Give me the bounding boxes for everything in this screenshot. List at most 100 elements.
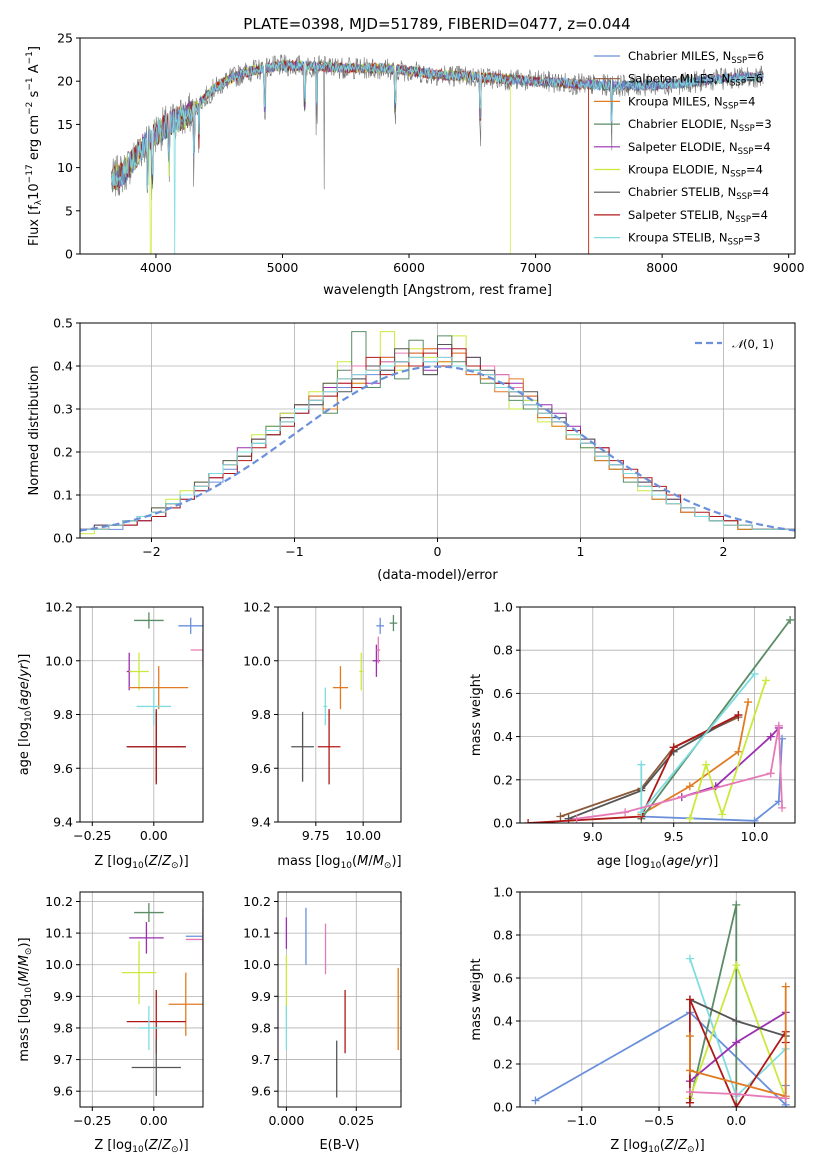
y-tick-label: 9.7	[251, 1052, 271, 1067]
x-tick-label: 0	[434, 544, 442, 559]
axes-frame	[519, 606, 796, 824]
errorbar-chabrier_elodie	[134, 903, 164, 923]
panel-residuals: −2 −1 0 1 2 0.0 0.1 0.2 0.3 0.4 0.5 𝒩(0, 1) (data-mo…	[27, 316, 796, 583]
errorbar-chabrier_stelib	[131, 1039, 181, 1096]
y-tick-label: 9.9	[53, 989, 73, 1004]
legend-label-kroupa_miles: Kroupa MILES, NSSP=4	[628, 94, 755, 111]
y-tick-label: 10.0	[45, 653, 73, 668]
weight-marker	[732, 961, 741, 970]
histogram-chabrier_stelib	[80, 344, 795, 530]
plot-area	[285, 907, 399, 1098]
weight-series-chabrier_miles	[531, 1008, 790, 1107]
weight-marker	[732, 1038, 741, 1047]
errorbar-chabrier_elodie	[389, 615, 398, 632]
x-axis-label: Z [log10(Z/Z⊙)]	[610, 1138, 704, 1155]
errorbar-salpeter_stelib	[126, 709, 186, 785]
errorbar-chabrier_miles	[185, 907, 203, 965]
y-tick-label: 0.2	[493, 1057, 513, 1072]
weight-marker	[669, 743, 678, 752]
x-tick-label: −0.25	[73, 828, 111, 843]
y-tick-label: 0.4	[493, 1014, 513, 1029]
y-tick-label: 0.8	[493, 928, 513, 943]
x-tick-label: 0.00	[140, 1113, 168, 1128]
legend-label-chabrier_miles: Chabrier MILES, NSSP=6	[628, 49, 764, 66]
x-axis-label: E(B-V)	[319, 1138, 359, 1153]
model-spectrum-kroupa_miles	[111, 60, 590, 254]
weight-series-salpeter_stelib	[524, 711, 743, 823]
plot-area	[121, 903, 203, 1096]
figure-title: PLATE=0398, MJD=51789, FIBERID=0477, z=0…	[243, 15, 630, 33]
model-spectrum-salpeter_stelib	[111, 59, 590, 254]
x-tick-label: 5000	[267, 260, 299, 275]
panels: 4000 5000 6000 7000 8000 90000510152025Chabri…	[17, 31, 805, 1156]
weight-marker	[774, 721, 783, 730]
legend-label-salpeter_stelib: Salpeter STELIB, NSSP=4	[628, 208, 768, 225]
y-tick-label: 0.4	[53, 359, 73, 374]
x-tick-label: 9.75	[302, 828, 330, 843]
x-tick-label: 10.0	[741, 829, 769, 844]
legend-label-salpeter_elodie: Salpeter ELODIE, NSSP=4	[628, 140, 771, 157]
weight-marker	[621, 808, 630, 817]
errorbar-kroupa_miles	[332, 666, 349, 710]
weight-line	[528, 714, 739, 823]
weight-marker	[766, 732, 775, 741]
weight-marker	[732, 1017, 741, 1025]
x-tick-label: −0.25	[73, 1113, 111, 1128]
weight-marker	[702, 760, 711, 769]
weight-line	[576, 725, 783, 820]
plot-area	[111, 54, 764, 254]
panel-age_vs_z: −0.25 0.00 9.4 9.6 9.8 10.0 10.2 Z [log10(Z/Z⊙)…	[17, 600, 204, 871]
y-tick-label: 9.8	[251, 707, 271, 722]
y-tick-label: 0	[65, 247, 73, 262]
weight-marker	[685, 1098, 694, 1107]
y-tick-label: 0.5	[53, 316, 73, 331]
errorbar-salpeter_stelib	[317, 709, 341, 785]
weight-marker	[732, 1103, 741, 1107]
plot-area	[126, 612, 203, 785]
y-tick-label: 9.6	[53, 761, 73, 776]
panel-weight_vs_z: −1.0 −0.5 0.0 0.0 0.2 0.4 0.6 0.8 1.0 Z [log10(Z/…	[469, 885, 796, 1155]
weight-marker	[524, 819, 533, 823]
y-tick-label: 10.0	[243, 653, 271, 668]
weight-series-pink	[572, 721, 787, 823]
y-tick-label: 9.6	[251, 1084, 271, 1099]
y-tick-label: 10.2	[45, 894, 73, 909]
weight-series-kroupa_elodie	[685, 676, 770, 823]
errorbar-kroupa_miles	[129, 666, 189, 710]
y-tick-label: 9.6	[251, 761, 271, 776]
weight-line	[534, 1011, 787, 1107]
y-tick-label: 9.9	[251, 989, 271, 1004]
y-tick-label: 0.1	[53, 488, 73, 503]
errorbar-pink	[185, 917, 203, 962]
y-tick-label: 0.3	[53, 402, 73, 417]
model-spectrum-kroupa_stelib	[111, 60, 764, 254]
plot-area	[291, 615, 398, 785]
legend-label-chabrier_elodie: Chabrier ELODIE, NSSP=3	[628, 117, 772, 134]
weight-marker	[531, 1096, 540, 1105]
panel-spectrum: 4000 5000 6000 7000 8000 9000 0 5 10 15 20 25 Chabri…	[25, 31, 805, 299]
errorbar-chabrier_miles	[178, 617, 203, 634]
y-tick-label: 0.2	[493, 772, 513, 787]
errorbar-kroupa_stelib	[139, 1005, 159, 1051]
weight-marker	[781, 1094, 790, 1103]
y-tick-label: 9.6	[53, 1084, 73, 1099]
axes-frame	[79, 37, 796, 255]
x-tick-label: 10.00	[345, 828, 381, 843]
x-tick-label: 0.0	[726, 1113, 746, 1128]
axes-frame	[79, 606, 204, 823]
weight-marker	[732, 1090, 741, 1099]
y-tick-label: 5	[65, 203, 73, 218]
y-tick-label: 1.0	[493, 885, 513, 900]
weight-marker	[685, 1032, 694, 1041]
x-tick-label: 2	[720, 544, 728, 559]
y-tick-label: 10.1	[243, 926, 271, 941]
y-tick-label: 9.8	[53, 707, 73, 722]
plot-area	[524, 615, 795, 823]
x-axis-label: Z [log10(Z/Z⊙)]	[94, 1138, 188, 1155]
weight-line	[640, 701, 749, 816]
y-tick-label: 0.0	[53, 531, 73, 546]
weight-marker	[556, 812, 565, 821]
weight-marker	[734, 711, 743, 719]
errorbar-salpeter_elodie	[129, 922, 164, 954]
